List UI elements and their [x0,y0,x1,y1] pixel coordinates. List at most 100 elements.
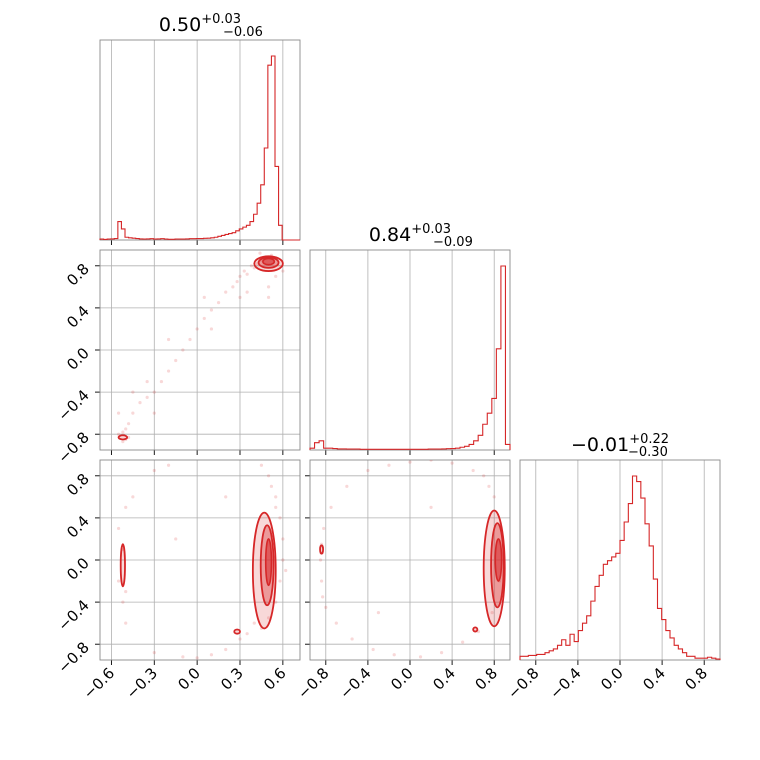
scatter-point [124,589,128,594]
contour-outer [472,626,479,633]
scatter-point [471,468,475,473]
y-tick-label: −0.8 [54,638,92,676]
panel-frame [309,249,511,451]
scatter-point [319,579,324,583]
scatter-point [209,308,214,312]
x-tick-label: 0.8 [681,664,711,694]
histogram-panel-param1 [99,39,301,245]
scatter-point [224,647,228,652]
panel-frame [99,249,301,451]
scatter-point [274,505,278,509]
scatter-point [166,463,171,467]
scatter-point [266,285,271,289]
scatter-layer [318,460,506,659]
scatter-point [131,411,135,415]
panel-frame [309,459,511,661]
scatter-point [252,621,256,625]
scatter-point [408,460,412,464]
x-tick-label: −0.6 [80,664,118,702]
scatter-point [124,505,128,509]
scatter-panel-param1-vs-param3: −0.6 −0.3 0.0 0.3 0.6 −0.8 −0.4 0.0 0.4 0.8 [54,459,301,703]
scatter-point [281,269,285,273]
scatter-point [450,461,454,465]
scatter-point [202,295,206,299]
panel-frame [99,39,301,241]
x-tick-label: 0.0 [174,664,204,694]
title-param3-minus: −0.30 [628,445,668,460]
contour-inner [494,538,503,582]
scatter-point [209,327,214,331]
scatter-point [281,537,285,541]
y-tick-label: 0.8 [63,260,93,290]
scatter-point [121,439,125,444]
y-tick-label: −0.8 [54,428,92,466]
y-tick-label: 0.0 [63,554,93,584]
panel-frame [99,459,301,661]
scatter-point [126,422,131,426]
scatter-point [145,379,149,384]
scatter-point [278,579,282,583]
histogram-step-line [99,55,300,241]
scatter-point [116,579,121,583]
scatter-point [181,655,185,659]
x-tick-label: 0.4 [429,664,459,694]
scatter-point [371,647,375,652]
scatter-point [245,290,249,294]
y-tick-label: 0.8 [63,470,93,500]
title-param2-minus: −0.09 [433,235,473,250]
x-tick-label: 0.0 [387,664,417,694]
scatter-point [166,369,171,373]
scatter-point [174,358,178,363]
title-param2: 0.84+0.03 [369,222,451,246]
scatter-point [166,337,171,342]
scatter-point [278,516,282,520]
y-tick-label: 0.4 [63,302,93,332]
scatter-point [152,468,156,473]
scatter-point [242,269,246,273]
scatter-point [121,430,125,434]
x-tick-label: 0.4 [639,664,669,694]
scatter-point [238,295,242,299]
scatter-point [124,621,128,625]
scatter-point [224,495,228,499]
scatter-point [124,427,128,431]
scatter-point [121,600,125,604]
scatter-point [490,611,494,615]
title-param1: 0.50+0.03 [159,12,241,36]
x-tick-label: −0.3 [123,664,161,702]
scatter-point [116,411,121,415]
scatter-point [322,526,326,531]
scatter-point [195,327,199,331]
scatter-point [159,379,164,384]
scatter-point [318,558,323,562]
contour-outer [119,543,126,588]
scatter-point [216,301,221,305]
scatter-point [492,495,496,499]
scatter-point [281,558,285,562]
y-tick-label: −0.4 [54,596,92,634]
scatter-point [245,272,249,276]
scatter-point [266,295,271,299]
x-tick-label: 0.8 [471,664,501,694]
x-tick-label: −0.8 [294,664,332,702]
scatter-point [235,279,239,284]
scatter-point [392,653,396,657]
contour-inner [264,538,273,587]
scatter-point [224,290,228,294]
scatter-point [284,568,288,573]
y-tick-label: 0.4 [63,512,93,542]
scatter-point [131,390,135,394]
scatter-point [238,637,242,641]
scatter-point [329,505,333,509]
histogram-panel-param3: −0.8 −0.4 0.0 0.4 0.8 [504,459,721,703]
scatter-point [116,526,121,531]
title-param3: −0.01+0.22 [571,432,669,456]
scatter-point [269,484,274,488]
contour-outer [117,434,129,441]
scatter-point [145,395,149,399]
scatter-point [174,537,178,541]
scatter-point [152,651,156,655]
x-tick-label: 0.3 [217,664,247,694]
histogram-step-line [519,475,721,660]
x-tick-label: −0.4 [336,664,374,702]
